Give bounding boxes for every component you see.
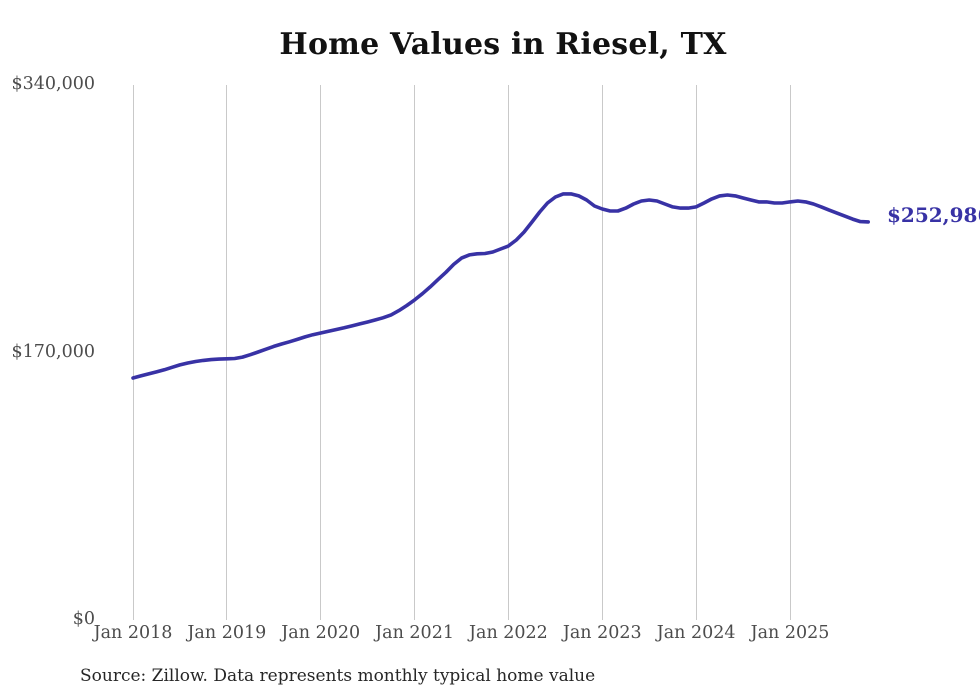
year-gridline [226,85,228,620]
year-gridline [320,85,322,620]
chart-title: Home Values in Riesel, TX [279,27,727,62]
source-note: Source: Zillow. Data represents monthly … [80,666,596,686]
year-gridline [507,85,509,620]
x-axis-tick-label: Jan 2022 [469,623,548,643]
x-axis-tick-label: Jan 2025 [750,623,830,643]
x-axis-tick-label: Jan 2019 [187,623,267,643]
year-gridline [601,85,603,620]
year-gridline [414,85,416,620]
year-gridline [789,85,791,620]
x-axis-tick-label: Jan 2024 [656,623,736,643]
x-axis-tick-label: Jan 2023 [562,623,642,643]
year-gridline [132,85,134,620]
y-axis-tick-label: $170,000 [11,341,95,362]
year-gridline [695,85,697,620]
end-value-label: $252,986 [887,203,980,227]
x-axis-tick-label: Jan 2020 [281,623,361,643]
x-axis-tick-label: Jan 2021 [375,623,454,643]
y-axis-tick-label: $340,000 [11,74,95,94]
y-axis-tick-label: $0 [72,609,95,629]
x-axis-tick-label: Jan 2018 [93,623,173,643]
home-value-line [131,192,871,380]
